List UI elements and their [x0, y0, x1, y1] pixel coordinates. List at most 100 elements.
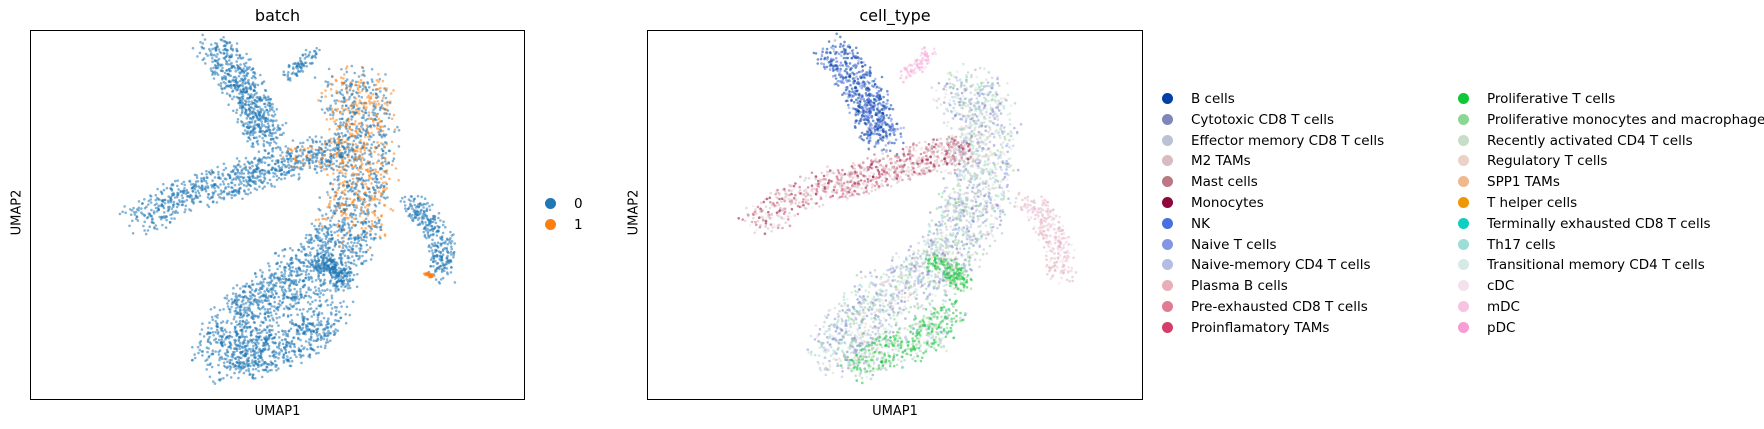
- scatter-point: [346, 145, 349, 148]
- scatter-point: [363, 198, 366, 201]
- scatter-point: [315, 331, 319, 334]
- scatter-point: [325, 160, 329, 163]
- scatter-point: [319, 247, 323, 250]
- scatter-point: [170, 217, 173, 220]
- scatter-point: [342, 276, 345, 280]
- scatter-point: [428, 208, 432, 212]
- scatter-point: [165, 218, 168, 222]
- scatter-point: [326, 216, 330, 220]
- scatter-point: [165, 215, 168, 219]
- scatter-point: [283, 265, 287, 269]
- scatter-point: [245, 326, 249, 330]
- scatter-point: [276, 136, 279, 140]
- scatter-point: [190, 194, 193, 198]
- scatter-point: [318, 48, 321, 52]
- scatter-point: [367, 111, 371, 114]
- scatter-point: [348, 267, 352, 271]
- scatter-point: [175, 195, 179, 199]
- scatter-point: [343, 164, 346, 168]
- scatter-point: [152, 221, 156, 225]
- scatter-point: [245, 89, 248, 92]
- scatter-point: [247, 188, 250, 191]
- scatter-point: [257, 150, 261, 153]
- scatter-point: [284, 338, 288, 341]
- scatter-point: [284, 121, 288, 125]
- scatter-point: [250, 333, 253, 337]
- scatter-point: [250, 296, 253, 299]
- scatter-point: [317, 351, 320, 355]
- scatter-point: [262, 280, 265, 284]
- scatter-point: [301, 279, 305, 283]
- scatter-point: [257, 179, 261, 182]
- scatter-point: [373, 203, 377, 206]
- scatter-point: [380, 223, 384, 226]
- scatter-point: [321, 214, 324, 217]
- scatter-point: [275, 292, 278, 295]
- scatter-point: [211, 73, 214, 76]
- scatter-point: [315, 292, 319, 296]
- scatter-point: [173, 196, 177, 199]
- scatter-point: [337, 165, 341, 168]
- scatter-point: [354, 223, 358, 227]
- scatter-point: [381, 79, 385, 83]
- scatter-point: [291, 139, 295, 142]
- scatter-point: [247, 321, 250, 324]
- scatter-point: [344, 67, 348, 70]
- scatter-point: [375, 222, 379, 225]
- scatter-point: [317, 160, 321, 163]
- scatter-point: [239, 369, 242, 372]
- scatter-point: [251, 161, 254, 165]
- scatter-point: [323, 332, 327, 336]
- scatter-point: [445, 262, 449, 265]
- scatter-point: [238, 293, 241, 297]
- scatter-point: [171, 203, 175, 207]
- scatter-point: [261, 329, 264, 333]
- scatter-point: [230, 335, 234, 339]
- scatter-point: [317, 224, 321, 228]
- scatter-point: [247, 108, 251, 111]
- scatter-point: [324, 89, 327, 92]
- scatter-point: [348, 203, 351, 207]
- scatter-point: [317, 272, 320, 275]
- scatter-point: [326, 173, 329, 177]
- scatter-point: [986, 99, 990, 103]
- scatter-point: [198, 186, 201, 189]
- scatter-point: [357, 257, 360, 261]
- scatter-point: [323, 217, 326, 221]
- scatter-point: [222, 189, 226, 193]
- scatter-point: [316, 337, 320, 340]
- scatter-point: [344, 213, 348, 216]
- scatter-point: [174, 179, 177, 183]
- scatter-point: [392, 113, 396, 117]
- scatter-point: [323, 269, 326, 273]
- scatter-point: [423, 235, 427, 238]
- scatter-point: [306, 318, 310, 321]
- scatter-point: [380, 154, 383, 157]
- scatter-point: [271, 328, 274, 332]
- scatter-point: [207, 205, 211, 209]
- scatter-point: [287, 264, 291, 267]
- scatter-point: [248, 178, 252, 182]
- scatter-point: [319, 320, 323, 323]
- scatter-point: [172, 200, 176, 204]
- scatter-point: [344, 200, 348, 203]
- scatter-point: [216, 61, 219, 64]
- scatter-point: [230, 305, 233, 309]
- scatter-point: [381, 143, 385, 146]
- scatter-point: [235, 95, 239, 99]
- scatter-point: [286, 78, 290, 81]
- scatter-point: [336, 128, 339, 131]
- scatter-point: [136, 219, 140, 222]
- scatter-point: [209, 52, 213, 55]
- scatter-point: [208, 331, 212, 335]
- scatter-point: [989, 226, 993, 229]
- scatter-point: [351, 255, 354, 258]
- scatter-point: [270, 114, 274, 117]
- scatter-point: [307, 150, 310, 154]
- scatter-point: [307, 341, 311, 344]
- scatter-point: [290, 339, 294, 343]
- scatter-point: [366, 96, 369, 99]
- scatter-point: [355, 244, 358, 248]
- scatter-point: [277, 164, 280, 168]
- scatter-point: [351, 115, 354, 119]
